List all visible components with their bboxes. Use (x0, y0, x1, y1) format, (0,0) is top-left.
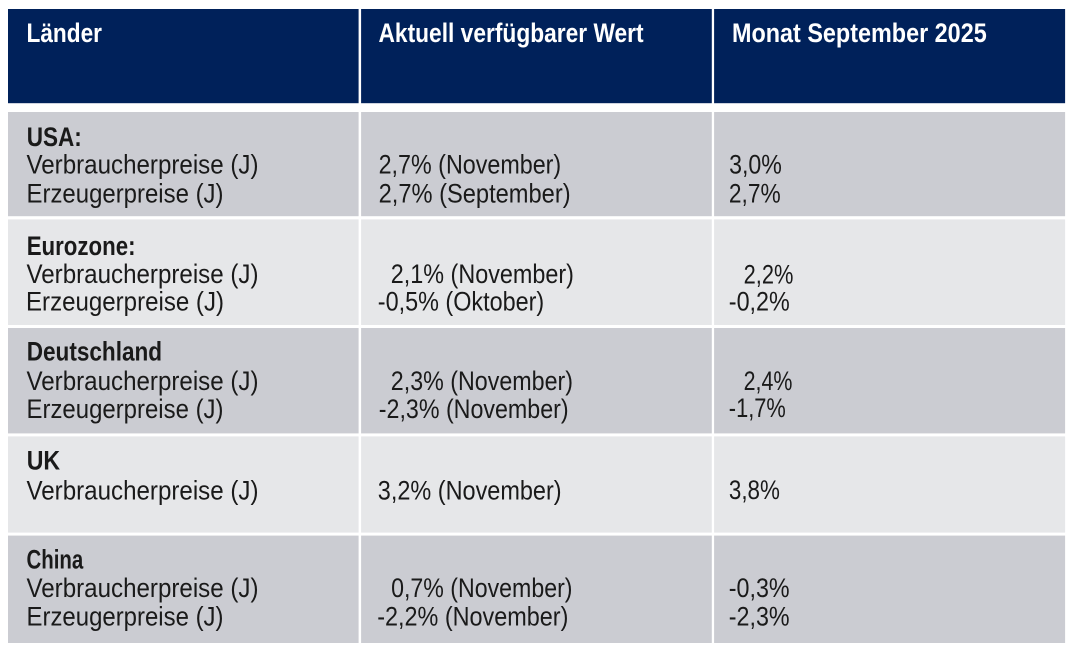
svg-text:3,2% (November): 3,2% (November) (378, 475, 562, 505)
svg-text:Erzeugerpreise (J): Erzeugerpreise (J) (27, 394, 224, 424)
svg-text:Deutschland: Deutschland (27, 336, 162, 366)
svg-text:-0,3%: -0,3% (729, 573, 790, 603)
svg-text:Verbraucherpreise (J): Verbraucherpreise (J) (27, 366, 259, 396)
svg-text:2,4%: 2,4% (744, 366, 793, 396)
svg-text:USA:: USA: (27, 122, 82, 152)
svg-text:UK: UK (27, 446, 60, 476)
svg-text:2,2%: 2,2% (744, 259, 794, 289)
svg-text:Erzeugerpreise (J): Erzeugerpreise (J) (27, 602, 224, 632)
svg-text:2,1% (November): 2,1% (November) (391, 259, 574, 289)
svg-text:2,7% (September): 2,7% (September) (379, 178, 571, 208)
svg-text:-0,5% (Oktober): -0,5% (Oktober) (378, 287, 544, 317)
svg-text:2,7% (November): 2,7% (November) (379, 150, 562, 180)
svg-text:-2,2% (November): -2,2% (November) (377, 602, 568, 632)
svg-text:Eurozone:: Eurozone: (27, 231, 136, 261)
svg-text:-2,3%: -2,3% (729, 602, 790, 632)
svg-text:Länder: Länder (27, 18, 103, 48)
svg-text:Erzeugerpreise (J): Erzeugerpreise (J) (27, 178, 224, 208)
svg-text:Monat September 2025: Monat September 2025 (732, 18, 987, 48)
svg-text:Verbraucherpreise (J): Verbraucherpreise (J) (27, 475, 259, 505)
svg-text:Verbraucherpreise (J): Verbraucherpreise (J) (27, 573, 259, 603)
svg-text:Verbraucherpreise (J): Verbraucherpreise (J) (27, 150, 259, 180)
svg-text:-1,7%: -1,7% (729, 393, 786, 423)
svg-text:0,7% (November): 0,7% (November) (391, 573, 572, 603)
svg-text:3,0%: 3,0% (729, 150, 782, 180)
svg-text:3,8%: 3,8% (729, 475, 780, 505)
svg-text:Verbraucherpreise (J): Verbraucherpreise (J) (27, 259, 259, 289)
svg-text:2,3% (November): 2,3% (November) (391, 366, 573, 396)
svg-text:Aktuell verfügbarer Wert: Aktuell verfügbarer Wert (379, 18, 644, 48)
svg-text:Erzeugerpreise (J): Erzeugerpreise (J) (26, 287, 224, 317)
svg-text:-0,2%: -0,2% (729, 287, 790, 317)
svg-text:2,7%: 2,7% (729, 178, 781, 208)
svg-text:-2,3% (November): -2,3% (November) (379, 394, 569, 424)
svg-text:China: China (27, 544, 84, 574)
